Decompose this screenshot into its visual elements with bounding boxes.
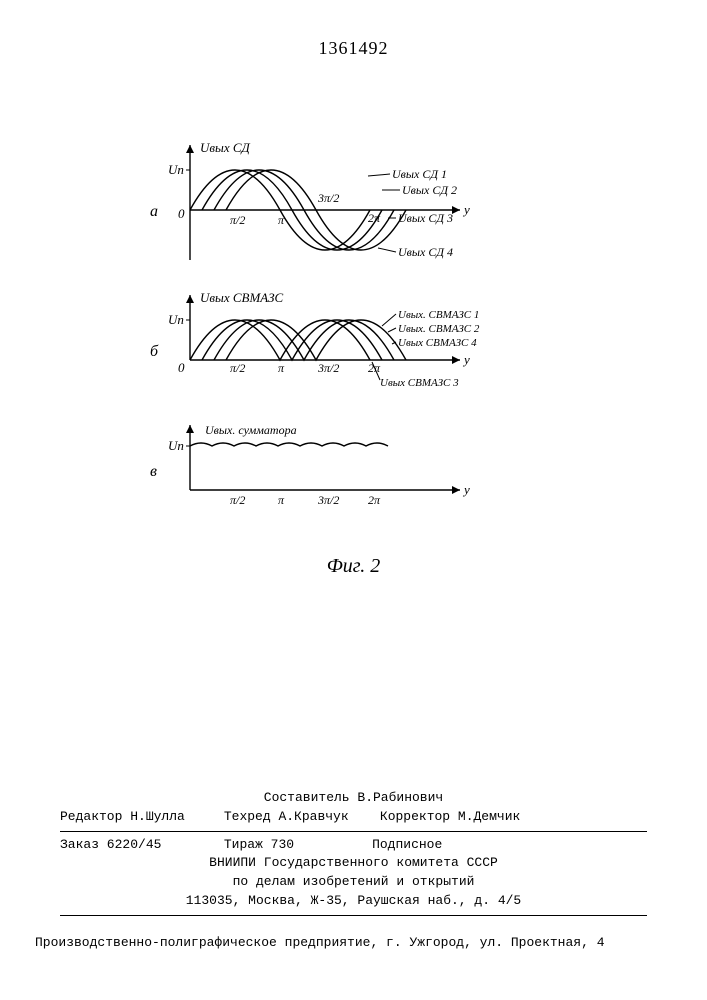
editor-line: Редактор Н.Шулла Техред А.Кравчук Коррек… — [60, 808, 647, 827]
svg-text:в: в — [150, 463, 157, 480]
svg-text:π/2: π/2 — [230, 213, 245, 227]
figure-svg: Uвых СД Uп 0 π/2 π 3π/2 2π y а Uвых СД 1… — [130, 140, 570, 550]
svg-text:Uвых СД 1: Uвых СД 1 — [392, 167, 447, 181]
svg-text:Uвых СВМАЗС: Uвых СВМАЗС — [200, 290, 284, 305]
svg-text:Uвых СВМАЗС 4: Uвых СВМАЗС 4 — [398, 337, 477, 349]
svg-text:Uвых СД: Uвых СД — [200, 140, 251, 155]
svg-text:π/2: π/2 — [230, 493, 245, 507]
svg-text:π: π — [278, 213, 285, 227]
figure-caption: Фиг. 2 — [0, 555, 707, 578]
printer-line: Производственно-полиграфическое предприя… — [35, 935, 605, 950]
address-line: 113035, Москва, Ж-35, Раушская наб., д. … — [60, 892, 647, 911]
figure-block: Uвых СД Uп 0 π/2 π 3π/2 2π y а Uвых СД 1… — [130, 140, 570, 550]
panel-b: Uвых СВМАЗС Uп 0 π/2 π 3π/2 2π y б Uвых.… — [150, 290, 480, 389]
imprint-divider-2 — [60, 915, 647, 916]
svg-text:0: 0 — [178, 206, 185, 221]
svg-text:π: π — [278, 493, 285, 507]
svg-text:Uвых. сумматора: Uвых. сумматора — [205, 423, 297, 437]
compiler-line: Составитель В.Рабинович — [60, 789, 647, 808]
svg-text:2π: 2π — [368, 493, 381, 507]
svg-text:а: а — [150, 203, 158, 220]
panel-c: Uвых. сумматора Uп π/2 π 3π/2 2π y в — [150, 423, 470, 507]
imprint-divider-1 — [60, 831, 647, 832]
svg-text:y: y — [462, 352, 470, 367]
panel-a: Uвых СД Uп 0 π/2 π 3π/2 2π y а Uвых СД 1… — [150, 140, 470, 260]
imprint-block: Составитель В.Рабинович Редактор Н.Шулла… — [60, 789, 647, 920]
svg-text:Uвых СВМАЗС 3: Uвых СВМАЗС 3 — [380, 377, 459, 389]
institution-line-1: ВНИИПИ Государственного комитета СССР — [60, 854, 647, 873]
svg-text:0: 0 — [178, 360, 185, 375]
order-line: Заказ 6220/45 Тираж 730 Подписное — [60, 836, 647, 855]
svg-text:Uп: Uп — [168, 162, 184, 177]
svg-text:y: y — [462, 482, 470, 497]
svg-text:π: π — [278, 361, 285, 375]
svg-text:Uвых. СВМАЗС 2: Uвых. СВМАЗС 2 — [398, 323, 480, 335]
svg-text:Uп: Uп — [168, 312, 184, 327]
svg-text:Uвых СД 2: Uвых СД 2 — [402, 183, 457, 197]
institution-line-2: по делам изобретений и открытий — [60, 873, 647, 892]
svg-text:π/2: π/2 — [230, 361, 245, 375]
svg-text:3π/2: 3π/2 — [317, 493, 339, 507]
page-number: 1361492 — [0, 38, 707, 59]
svg-text:Uвых. СВМАЗС 1: Uвых. СВМАЗС 1 — [398, 309, 479, 321]
svg-text:y: y — [462, 202, 470, 217]
svg-text:Uвых СД 4: Uвых СД 4 — [398, 245, 453, 259]
svg-text:б: б — [150, 343, 159, 360]
svg-text:Uвых СД 3: Uвых СД 3 — [398, 211, 453, 225]
svg-text:Uп: Uп — [168, 438, 184, 453]
svg-text:3π/2: 3π/2 — [317, 191, 339, 205]
svg-text:3π/2: 3π/2 — [317, 361, 339, 375]
